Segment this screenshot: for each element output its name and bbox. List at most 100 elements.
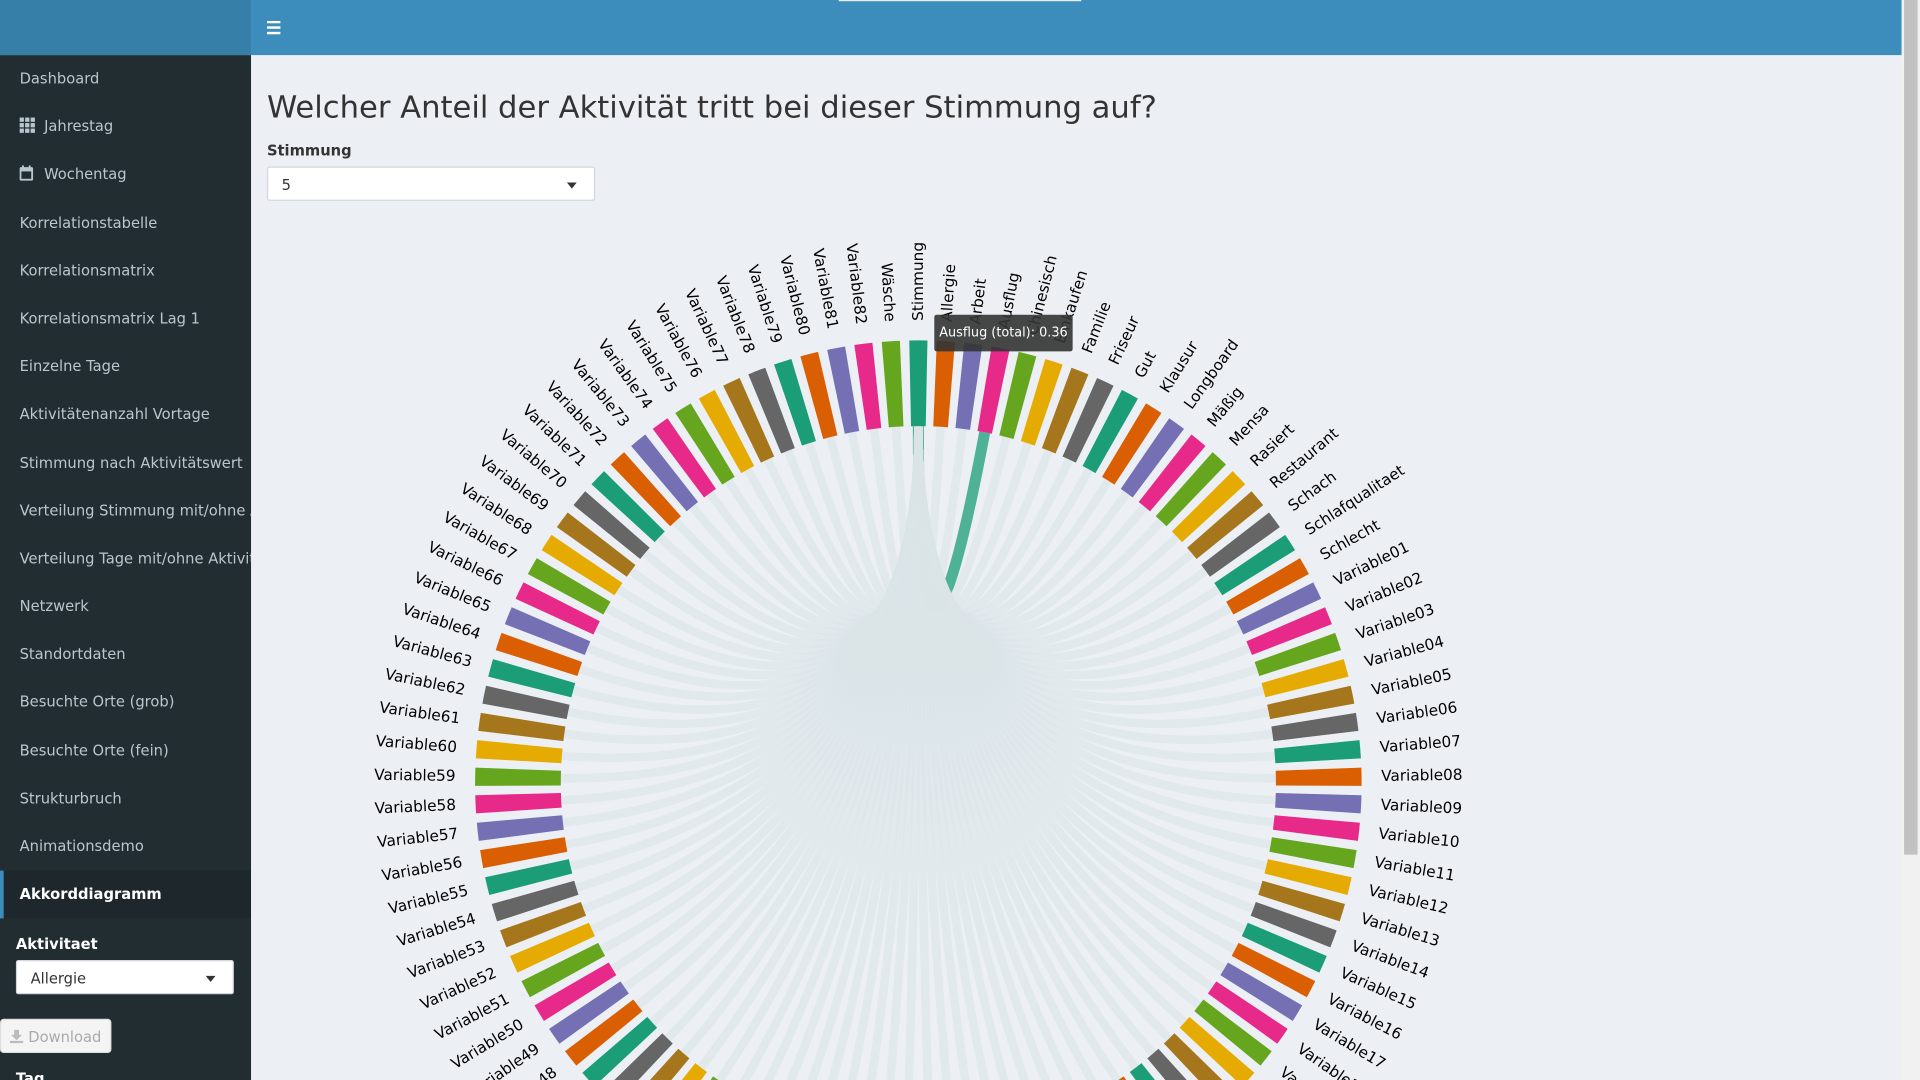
scrollbar-thumb[interactable] <box>1904 0 1918 855</box>
menu-item[interactable]: Korrelationsmatrix Lag 1 <box>0 295 251 343</box>
select-value: Allergie <box>30 970 87 988</box>
node-arc <box>698 389 755 474</box>
node-arc <box>495 632 583 676</box>
scrollbar[interactable] <box>1901 0 1920 1080</box>
tooltip: Ausflug (total): 0.36 <box>934 314 1073 352</box>
node-arc <box>977 346 1010 434</box>
download-button[interactable]: Download <box>0 1019 112 1054</box>
select-value: 5 <box>281 176 291 194</box>
chord <box>891 426 923 610</box>
node-label: Gut <box>1131 348 1160 381</box>
activity-select[interactable]: Allergie <box>15 960 234 995</box>
node-arc <box>500 901 587 948</box>
menu-label: Standortdaten <box>19 645 126 663</box>
node-arc <box>504 607 591 655</box>
sidebar-toggle[interactable] <box>266 20 284 36</box>
menu-item[interactable]: Besuchte Orte (grob) <box>0 679 251 727</box>
node-arc <box>565 999 643 1066</box>
tab-indicator <box>838 0 1082 2</box>
menu-item[interactable]: Einzelne Tage <box>0 343 251 391</box>
node-arc <box>723 378 775 463</box>
node-arc <box>1241 922 1327 973</box>
node-arc <box>475 740 563 764</box>
menu-item[interactable]: Netzwerk <box>0 583 251 631</box>
node-label: Variable58 <box>374 796 456 818</box>
sidebar: Dashboard Jahrestag Wochentag Korrelationst… <box>0 55 252 1080</box>
node-label: Variable82 <box>842 242 870 325</box>
menu-item[interactable]: Dashboard <box>0 55 251 103</box>
node-arc <box>1082 389 1138 474</box>
page-title: Welcher Anteil der Aktivität tritt bei d… <box>266 89 1157 125</box>
node-arc <box>1214 534 1296 596</box>
node-arc <box>478 712 566 742</box>
menu-icon <box>19 117 35 134</box>
node-arc <box>1272 815 1360 841</box>
menu-item[interactable]: Stimmung nach Aktivitätswert <box>0 439 251 487</box>
menu-item[interactable]: Korrelationstabelle <box>0 199 251 247</box>
node-arc <box>534 962 617 1021</box>
menu-item[interactable]: Jahrestag <box>0 103 251 151</box>
menu-item[interactable]: Besuchte Orte (fein) <box>0 727 251 775</box>
node-label: Variable05 <box>1370 665 1453 699</box>
node-arc <box>480 837 568 869</box>
node-label: Variable59 <box>374 766 456 785</box>
node-arc <box>1187 491 1264 560</box>
menu-item[interactable]: Verteilung Tage mit/ohne Aktivität <box>0 535 251 583</box>
button-label: Download <box>28 1029 102 1047</box>
menu-label: Verteilung Stimmung mit/ohne Aktivität <box>19 501 251 519</box>
node-arc <box>1062 378 1114 463</box>
menu-label: Besuchte Orte (grob) <box>19 693 175 711</box>
node-arc <box>955 342 983 430</box>
node-label: Variable61 <box>378 698 461 727</box>
node-label: Familie <box>1078 299 1114 356</box>
node-arc <box>1267 685 1355 720</box>
menu-item[interactable]: Wochentag <box>0 151 251 199</box>
menu-item[interactable]: Akkorddiagramm <box>0 870 252 919</box>
node-arc <box>909 340 928 427</box>
node-label: Variable60 <box>375 732 458 756</box>
menu-icon <box>19 165 34 182</box>
menu-label: Verteilung Tage mit/ohne Aktivität <box>19 549 252 567</box>
mood-select[interactable]: 5 <box>266 166 596 201</box>
select-label: Stimmung <box>266 142 352 160</box>
node-label: Variable04 <box>1363 632 1446 671</box>
node-arc <box>591 471 665 543</box>
menu-item[interactable]: Animationsdemo <box>0 823 251 871</box>
menu-item[interactable]: Strukturbruch <box>0 775 251 823</box>
node-arc <box>1102 403 1162 485</box>
menu-label: Strukturbruch <box>19 789 122 807</box>
menu-label: Besuchte Orte (fein) <box>19 741 169 759</box>
node-arc <box>999 351 1037 440</box>
menu-item[interactable]: Verteilung Stimmung mit/ohne Aktivität <box>0 487 251 535</box>
node-arc <box>1261 659 1349 698</box>
node-label: Variable57 <box>376 825 459 852</box>
node-label: Arbeit <box>966 277 990 325</box>
node-arc <box>488 659 576 698</box>
node-arc <box>933 340 956 428</box>
menu-item[interactable]: Korrelationsmatrix <box>0 247 251 295</box>
node-label: Variable08 <box>1381 766 1463 785</box>
node-arc <box>1155 452 1226 527</box>
node-arc <box>827 346 860 434</box>
node-arc <box>1271 712 1359 742</box>
menu-label: Netzwerk <box>19 597 89 615</box>
node-arc <box>549 981 629 1044</box>
menu-label: Dashboard <box>19 69 100 87</box>
node-label: Variable06 <box>1375 698 1458 727</box>
node-label: Allergie <box>938 263 960 322</box>
node-arc <box>1120 418 1185 498</box>
node-label: Variable81 <box>809 247 842 330</box>
menu-label: Korrelationsmatrix Lag 1 <box>19 309 201 327</box>
node-arc <box>1129 1063 1155 1080</box>
node-arc <box>800 351 838 440</box>
menu-label: Akkorddiagramm <box>19 885 162 903</box>
node-label: Variable63 <box>391 632 474 671</box>
node-label: Variable55 <box>387 881 470 917</box>
control-label: Tag <box>15 1070 45 1080</box>
menu-item[interactable]: Aktivitätenanzahl Vortage <box>0 391 251 439</box>
node-arc <box>482 685 570 720</box>
menu-label: Animationsdemo <box>19 837 144 855</box>
menu-item[interactable]: Standortdaten <box>0 631 251 679</box>
node-arc <box>1179 1016 1255 1080</box>
node-arc <box>485 859 573 895</box>
